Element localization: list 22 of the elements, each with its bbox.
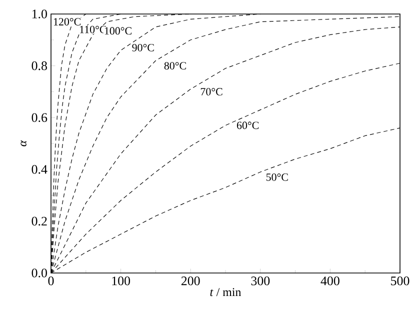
x-tick-label: 500 [391,276,410,286]
series-label: 50°C [266,173,288,181]
y-tick-label: 0.4 [32,165,48,174]
series-label: 110°C [80,26,106,34]
series-label: 120°C [54,18,81,26]
y-tick-label: 0.2 [32,216,47,226]
x-axis-title: t / min [210,288,242,296]
series-label: 80°C [164,62,186,70]
y-tick-label: 0.8 [32,61,47,70]
x-tick-label: 100 [112,276,130,286]
series-label: 60°C [236,122,259,130]
x-tick-label: 200 [181,276,200,286]
y-tick-label: 0.6 [32,113,48,122]
y-tick-label: 1.0 [32,10,47,18]
x-tick-label: 0 [48,276,54,286]
series-label: 100°C [104,27,132,35]
series-label: 90°C [132,44,154,52]
y-axis-title: α [20,140,26,146]
y-tick-label: 0.0 [32,268,47,278]
x-tick-label: 300 [251,276,270,286]
series-label: 70°C [200,88,222,96]
x-tick-label: 400 [320,276,340,286]
